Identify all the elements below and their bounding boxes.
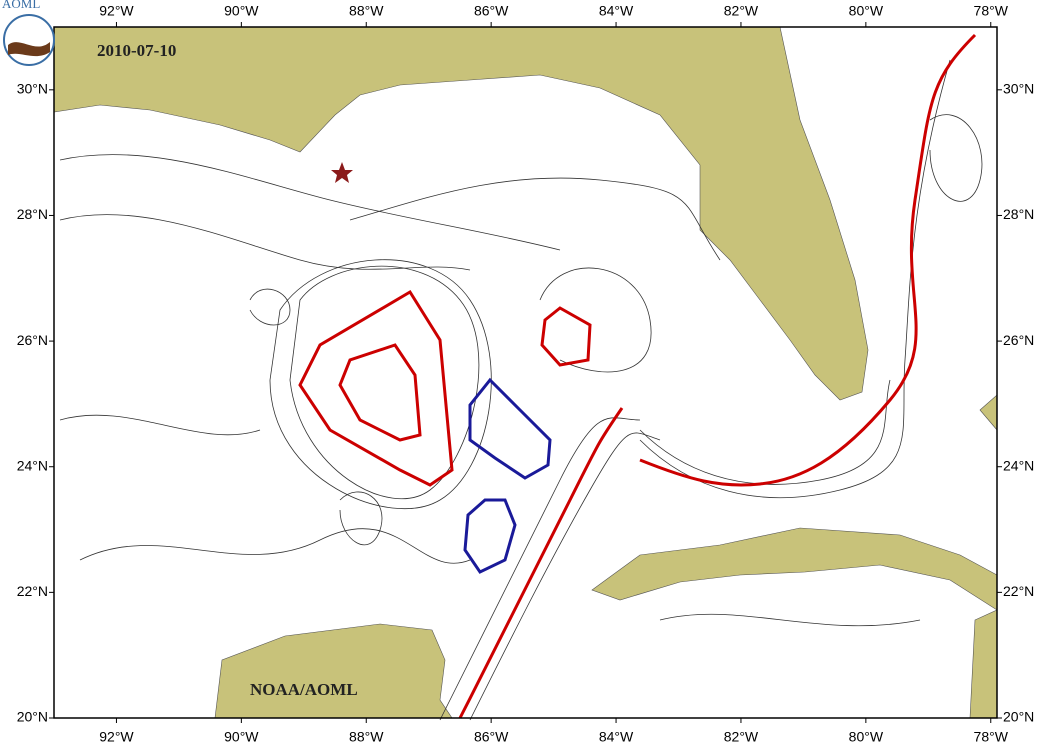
lat-label-left: 24°N [17,457,48,473]
lon-label-top: 78°W [974,3,1009,19]
logo-wave [8,42,50,57]
lon-label-bottom: 86°W [474,729,509,745]
lon-label-bottom: 90°W [224,729,259,745]
lat-label-left: 22°N [17,583,48,599]
logo-text: AOML [2,0,40,11]
logo-emblem [3,14,55,66]
lat-label-left: 20°N [17,709,48,725]
lon-label-top: 86°W [474,3,509,19]
lat-label-right: 20°N [1003,709,1034,725]
lon-label-top: 82°W [724,3,759,19]
lon-label-bottom: 88°W [349,729,384,745]
lat-label-right: 28°N [1003,206,1034,222]
lat-label-left: 28°N [17,206,48,222]
eddies [298,33,977,719]
land [53,26,998,719]
lon-label-top: 80°W [849,3,884,19]
lat-label-left: 26°N [17,332,48,348]
lat-label-right: 26°N [1003,332,1034,348]
lon-label-top: 90°W [224,3,259,19]
lon-label-top: 92°W [99,3,134,19]
lon-label-bottom: 82°W [724,729,759,745]
lon-label-top: 88°W [349,3,384,19]
lon-label-bottom: 84°W [599,729,634,745]
frame [53,26,998,719]
lon-label-bottom: 80°W [849,729,884,745]
lon-label-bottom: 78°W [974,729,1009,745]
star [331,162,353,183]
credit: NOAA/AOML [250,680,358,699]
streamlines [59,59,983,721]
date: 2010-07-10 [97,41,176,60]
lon-label-bottom: 92°W [99,729,134,745]
lat-label-right: 22°N [1003,583,1034,599]
lat-label-left: 30°N [17,81,48,97]
lat-label-right: 24°N [1003,457,1034,473]
lon-label-top: 84°W [599,3,634,19]
lat-label-right: 30°N [1003,81,1034,97]
